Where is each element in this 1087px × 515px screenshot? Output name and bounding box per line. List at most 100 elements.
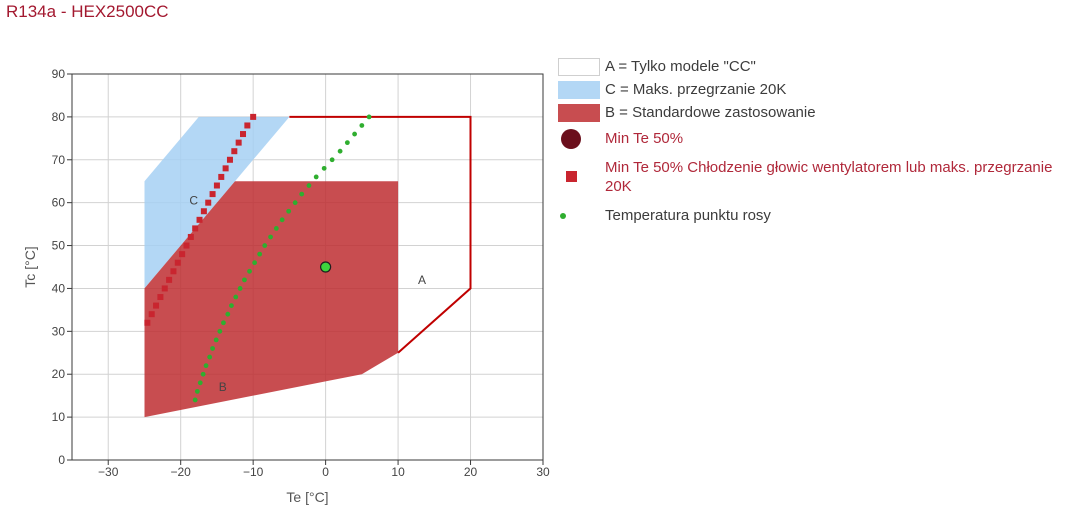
region-outline-a	[289, 115, 472, 354]
square-marker	[218, 173, 225, 180]
square-marker	[192, 225, 199, 232]
legend-item-c[interactable]: C = Maks. przegrzanie 20K	[556, 81, 1081, 99]
square-marker	[183, 242, 190, 249]
dew-point-marker	[279, 217, 285, 223]
dew-point-marker	[217, 328, 223, 334]
dew-point-marker	[321, 165, 327, 171]
y-tick-label: 0	[58, 453, 65, 467]
square-marker	[161, 285, 168, 292]
square-marker	[213, 182, 220, 189]
square-marker	[153, 302, 160, 309]
dew-point-marker	[352, 131, 357, 137]
x-tick-label: −30	[98, 465, 119, 479]
legend-item-min-te-fan-cooling[interactable]: Min Te 50% Chłodzenie głowic wentylatore…	[556, 158, 1081, 196]
legend-label-min-te: Min Te 50%	[605, 130, 684, 147]
y-tick-label: 30	[52, 324, 66, 338]
x-tick-label: 10	[391, 465, 405, 479]
legend-label-c: C = Maks. przegrzanie 20K	[605, 81, 787, 98]
region-layer: A C B	[144, 115, 472, 418]
dew-point-marker	[366, 114, 372, 120]
dew-point-marker	[257, 251, 263, 257]
square-marker	[235, 139, 242, 146]
legend-label-b: B = Standardowe zastosowanie	[605, 104, 816, 121]
square-marker	[144, 319, 151, 326]
dew-point-marker	[210, 346, 215, 351]
y-tick-label: 10	[52, 410, 66, 424]
y-tick-label: 20	[52, 367, 66, 381]
axis-layer: −30 −20 −10 0 10 20 30 0 10 20 30 40 50 60 70 80 90	[52, 67, 550, 479]
dew-point-marker	[233, 294, 239, 300]
dew-point-marker	[306, 183, 312, 188]
dew-point-marker	[344, 140, 350, 146]
dew-point-marker	[197, 380, 203, 386]
dew-point-marker	[229, 303, 234, 308]
x-tick-label: 20	[464, 465, 478, 479]
plot-frame	[71, 73, 544, 461]
square-marker	[179, 251, 186, 258]
dew-point-marker	[313, 174, 319, 180]
square-marker	[148, 311, 155, 318]
square-marker	[250, 113, 257, 120]
y-tick-label: 70	[52, 153, 66, 167]
y-tick-label: 50	[52, 239, 66, 253]
dew-point-marker	[200, 371, 206, 377]
page-title: R134a - HEX2500CC	[6, 2, 169, 21]
y-tick-label: 80	[52, 110, 66, 124]
square-marker	[196, 216, 203, 223]
legend-label-a: A = Tylko modele "CC"	[605, 58, 756, 75]
legend-circle-marker-icon	[561, 129, 581, 149]
dew-point-marker	[207, 354, 213, 360]
square-marker	[222, 165, 229, 172]
dew-point-marker	[242, 277, 247, 283]
square-marker	[209, 191, 216, 198]
dew-point-marker	[194, 388, 200, 394]
dew-point-marker	[359, 123, 365, 128]
dew-point-marker	[286, 208, 292, 214]
dew-point-marker	[225, 311, 231, 317]
y-tick-label: 90	[52, 67, 66, 81]
square-marker	[174, 259, 181, 266]
square-marker	[157, 294, 164, 301]
legend-swatch-a	[558, 58, 600, 76]
square-marker	[200, 208, 207, 215]
dew-point-marker	[292, 200, 298, 206]
y-tick-label: 40	[52, 281, 66, 295]
dew-point-marker	[192, 397, 198, 403]
y-tick-label: 60	[52, 196, 66, 210]
x-tick-label: −10	[243, 465, 264, 479]
region-label-c: C	[189, 194, 198, 208]
legend-item-min-te[interactable]: Min Te 50%	[556, 129, 1081, 149]
legend-swatch-b	[558, 104, 600, 122]
chart: ACB −30 −20 −10 0 10 20 300102030405060708090 …	[22, 67, 550, 505]
square-marker	[244, 122, 251, 129]
x-tick-label: 30	[536, 465, 550, 479]
dew-point-marker	[273, 226, 279, 231]
square-marker	[226, 156, 233, 163]
dew-point-marker	[329, 157, 335, 163]
dew-point-marker	[337, 148, 343, 154]
legend-item-dew-point[interactable]: Temperatura punktu rosy	[556, 207, 1081, 225]
dew-point-marker	[221, 320, 226, 326]
dew-point-marker	[268, 234, 273, 240]
square-marker	[231, 148, 238, 155]
x-tick-label: −20	[171, 465, 192, 479]
square-marker	[205, 199, 212, 206]
legend-dot-marker-icon	[560, 213, 566, 219]
square-marker	[166, 276, 173, 283]
x-tick-label: 0	[322, 465, 329, 479]
legend-label-dew-point: Temperatura punktu rosy	[605, 207, 771, 224]
dew-point-marker	[247, 268, 252, 274]
legend-square-marker-icon	[566, 171, 577, 182]
legend-item-a[interactable]: A = Tylko modele "CC"	[556, 58, 1081, 76]
dew-point-marker	[262, 243, 268, 248]
region-label-b: B	[219, 380, 227, 394]
legend-item-b[interactable]: B = Standardowe zastosowanie	[556, 104, 1081, 122]
operating-point-marker	[320, 261, 332, 273]
dew-point-marker	[237, 286, 243, 291]
region-label-a: A	[418, 273, 426, 287]
legend-label-min-te-fan-cooling: Min Te 50% Chłodzenie głowic wentylatore…	[605, 159, 1053, 195]
y-axis-label: Tc [°C]	[22, 246, 38, 287]
square-marker	[240, 131, 247, 138]
dew-point-marker	[213, 337, 219, 343]
